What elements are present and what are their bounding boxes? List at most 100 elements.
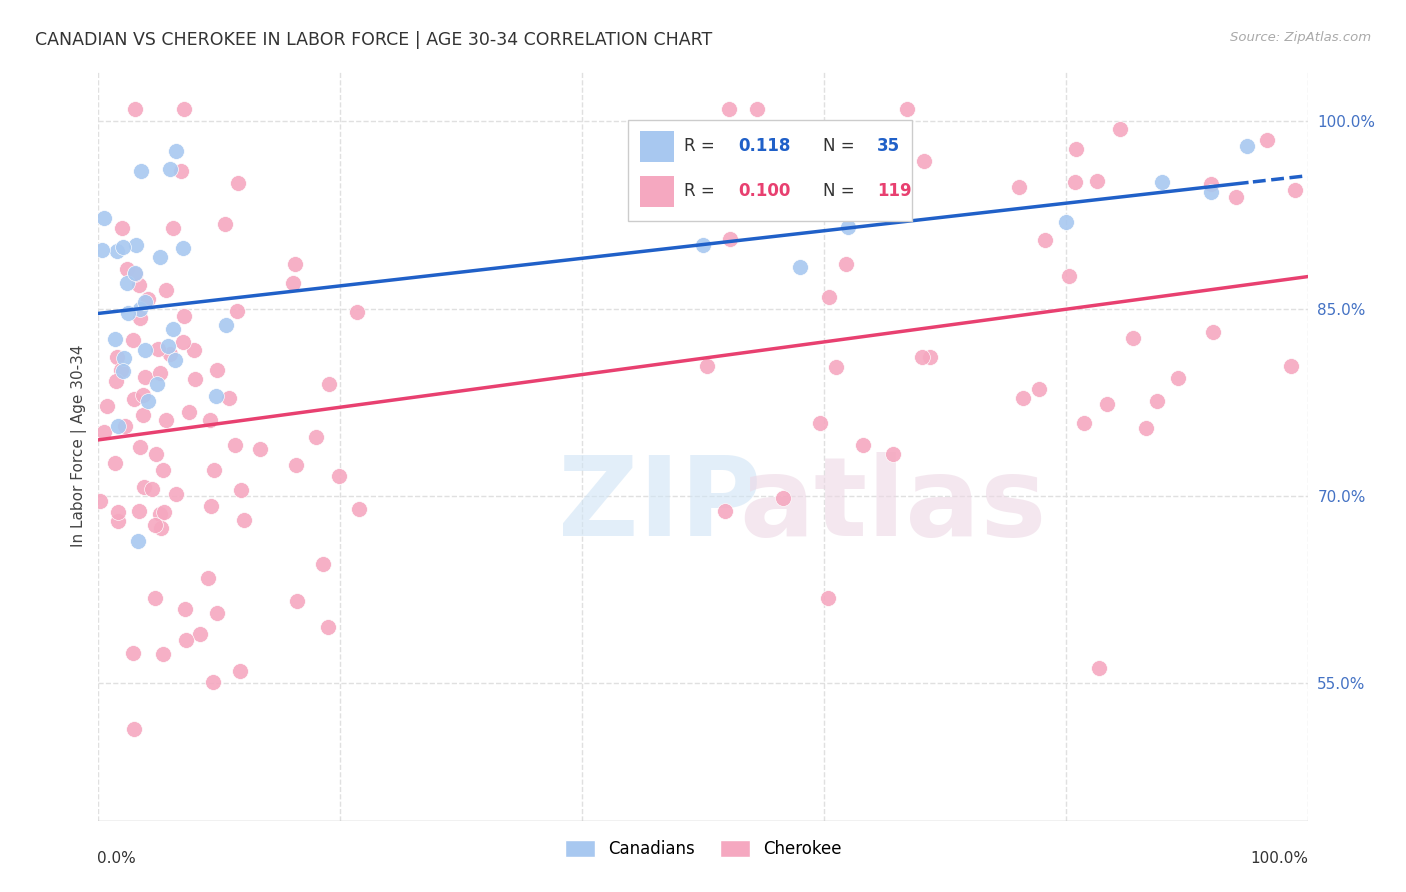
- Point: [226, 176, 249, 190]
- Point: [105, 244, 128, 259]
- Point: [1135, 421, 1157, 435]
- Point: [150, 521, 173, 535]
- Point: [198, 413, 221, 427]
- Point: [692, 238, 714, 252]
- Point: [818, 290, 841, 304]
- Text: 0.118: 0.118: [738, 137, 790, 155]
- Point: [132, 388, 155, 402]
- Point: [136, 292, 159, 306]
- Point: [114, 419, 136, 434]
- Point: [1109, 122, 1132, 136]
- Point: [882, 447, 904, 461]
- Point: [122, 392, 145, 407]
- Point: [1236, 139, 1258, 153]
- Point: [128, 302, 150, 317]
- Point: [284, 257, 307, 271]
- Point: [149, 250, 172, 264]
- Legend: Canadians, Cherokee: Canadians, Cherokee: [558, 833, 848, 864]
- Point: [1073, 416, 1095, 430]
- Text: N =: N =: [823, 182, 859, 200]
- Point: [1225, 190, 1247, 204]
- Point: [156, 339, 179, 353]
- Point: [143, 517, 166, 532]
- Point: [218, 391, 240, 405]
- Point: [287, 594, 309, 608]
- Point: [93, 425, 115, 439]
- Text: Source: ZipAtlas.com: Source: ZipAtlas.com: [1230, 31, 1371, 45]
- Point: [1064, 176, 1087, 190]
- Point: [104, 456, 127, 470]
- Point: [91, 244, 114, 258]
- Point: [911, 350, 934, 364]
- Point: [1256, 133, 1278, 147]
- Point: [1088, 660, 1111, 674]
- Point: [912, 154, 935, 169]
- Point: [1279, 359, 1302, 373]
- Point: [200, 499, 222, 513]
- Text: N =: N =: [823, 137, 859, 155]
- Point: [170, 164, 193, 178]
- Point: [205, 363, 228, 377]
- Point: [226, 303, 249, 318]
- Point: [789, 260, 811, 274]
- Point: [117, 276, 139, 290]
- Point: [145, 376, 167, 391]
- Point: [808, 416, 831, 430]
- Point: [124, 237, 146, 252]
- Point: [1012, 391, 1035, 405]
- Point: [172, 241, 194, 255]
- Point: [202, 674, 225, 689]
- Point: [835, 257, 858, 271]
- Point: [111, 220, 134, 235]
- Point: [772, 491, 794, 506]
- Point: [312, 557, 335, 571]
- Point: [159, 347, 181, 361]
- Point: [117, 306, 139, 320]
- Point: [107, 505, 129, 519]
- Point: [249, 442, 271, 456]
- Point: [111, 364, 134, 378]
- Text: R =: R =: [683, 182, 720, 200]
- Point: [745, 102, 768, 116]
- Point: [152, 505, 174, 519]
- Point: [1087, 174, 1109, 188]
- Point: [1095, 397, 1118, 411]
- Point: [202, 462, 225, 476]
- Point: [1122, 331, 1144, 345]
- Point: [165, 144, 187, 158]
- Point: [124, 102, 146, 116]
- Point: [122, 722, 145, 736]
- Text: 35: 35: [877, 137, 900, 155]
- Point: [214, 217, 236, 231]
- Point: [141, 482, 163, 496]
- Point: [128, 504, 150, 518]
- Point: [122, 646, 145, 660]
- Point: [155, 283, 177, 297]
- Point: [111, 240, 134, 254]
- Point: [173, 102, 195, 116]
- Text: CANADIAN VS CHEROKEE IN LABOR FORCE | AGE 30-34 CORRELATION CHART: CANADIAN VS CHEROKEE IN LABOR FORCE | AG…: [35, 31, 713, 49]
- Point: [134, 294, 156, 309]
- Point: [346, 305, 368, 319]
- Point: [105, 351, 128, 365]
- Point: [134, 480, 156, 494]
- Point: [1199, 177, 1222, 191]
- Point: [129, 163, 152, 178]
- Point: [128, 440, 150, 454]
- Point: [1028, 382, 1050, 396]
- Point: [229, 483, 252, 498]
- Point: [318, 377, 340, 392]
- Point: [115, 262, 138, 277]
- Point: [107, 418, 129, 433]
- Point: [152, 647, 174, 661]
- Point: [318, 620, 340, 634]
- Point: [155, 412, 177, 426]
- Point: [283, 277, 305, 291]
- Point: [1284, 183, 1306, 197]
- Text: ZIP: ZIP: [558, 452, 761, 559]
- Point: [718, 102, 741, 116]
- Point: [122, 333, 145, 347]
- Point: [1167, 370, 1189, 384]
- Point: [172, 335, 194, 350]
- Point: [696, 359, 718, 374]
